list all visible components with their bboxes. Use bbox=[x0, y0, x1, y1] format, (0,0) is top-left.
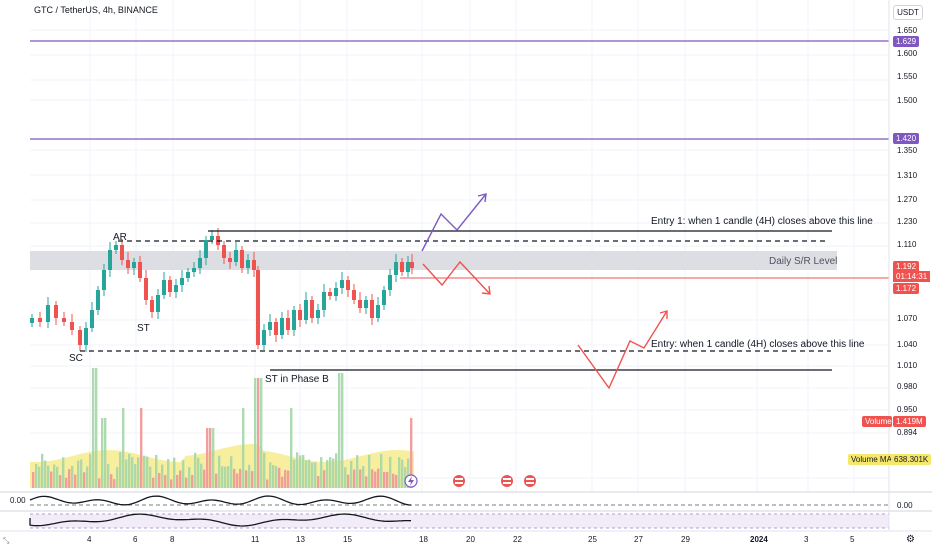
time-tick: 20 bbox=[466, 535, 475, 544]
bullish-arrowhead bbox=[477, 193, 487, 203]
symbol-title[interactable]: GTC / TetherUS, 4h, BINANCE bbox=[34, 5, 158, 15]
event-flag-icon[interactable] bbox=[501, 475, 513, 487]
volume-label: Volume bbox=[862, 416, 892, 427]
price-tick: 1.350 bbox=[897, 146, 918, 155]
time-tick: 5 bbox=[850, 535, 855, 544]
volume-bars bbox=[32, 368, 413, 488]
bearish-arrowhead bbox=[481, 285, 491, 295]
volume-value: 1.419M bbox=[893, 416, 926, 427]
time-tick: 11 bbox=[251, 535, 260, 544]
currency-selector[interactable]: USDT bbox=[893, 5, 923, 20]
recovery-projection-arrow bbox=[577, 310, 668, 390]
time-tick: 4 bbox=[87, 535, 92, 544]
volume-ma-label: Volume MA bbox=[848, 454, 895, 465]
price-tick: 0.980 bbox=[897, 382, 918, 391]
price-tick: 1.550 bbox=[897, 72, 918, 81]
bearish-projection-arrow bbox=[422, 260, 491, 295]
time-tick: 8 bbox=[170, 535, 175, 544]
time-tick: 3 bbox=[804, 535, 809, 544]
price-tick: 1.600 bbox=[897, 49, 918, 58]
price-tick: 1.230 bbox=[897, 217, 918, 226]
bullish-projection-arrow bbox=[421, 193, 487, 252]
event-flag-icon[interactable] bbox=[524, 475, 536, 487]
time-tick: 22 bbox=[513, 535, 522, 544]
time-tick: 6 bbox=[133, 535, 138, 544]
oscillator-band bbox=[30, 514, 889, 528]
price-tick: 1.010 bbox=[897, 361, 918, 370]
oscillator-legend-value: 0.00 bbox=[10, 496, 26, 505]
time-tick: 29 bbox=[681, 535, 690, 544]
event-flag-icon[interactable] bbox=[453, 475, 465, 487]
bar-countdown: 01:14:31 bbox=[893, 271, 931, 282]
price-tick: 1.070 bbox=[897, 314, 918, 323]
label-daily-sr[interactable]: Daily S/R Level bbox=[769, 256, 838, 267]
price-tag-1629: 1.629 bbox=[893, 36, 920, 47]
price-tick: 1.650 bbox=[897, 26, 918, 35]
time-tick: 27 bbox=[634, 535, 643, 544]
time-tick: 2024 bbox=[750, 535, 768, 544]
price-tick: 0.894 bbox=[897, 428, 918, 437]
current-price-tag: 1.192 bbox=[893, 261, 920, 272]
time-tick: 13 bbox=[296, 535, 305, 544]
oscillator-axis-value: 0.00 bbox=[897, 501, 913, 510]
volume-ma-value: 638.301K bbox=[891, 454, 932, 465]
label-entry2[interactable]: Entry: when 1 candle (4H) closes above t… bbox=[651, 339, 865, 350]
label-st[interactable]: ST bbox=[137, 323, 150, 334]
price-tick: 1.110 bbox=[897, 240, 917, 249]
label-entry1[interactable]: Entry 1: when 1 candle (4H) closes above… bbox=[651, 216, 873, 227]
flash-event-icon[interactable] bbox=[404, 474, 418, 488]
settings-icon[interactable]: ⚙ bbox=[906, 534, 915, 545]
price-tag-1420: 1.420 bbox=[893, 133, 920, 144]
price-tick: 0.950 bbox=[897, 405, 918, 414]
price-tick: 1.040 bbox=[897, 340, 918, 349]
oscillator-line-2 bbox=[29, 513, 412, 527]
label-sc[interactable]: SC bbox=[69, 353, 83, 364]
label-ar[interactable]: AR bbox=[113, 232, 127, 243]
recovery-arrowhead bbox=[659, 310, 668, 319]
price-tick: 1.270 bbox=[897, 195, 918, 204]
label-st-phase-b[interactable]: ST in Phase B bbox=[265, 374, 329, 385]
price-tick: 1.310 bbox=[897, 171, 918, 180]
time-tick: 25 bbox=[588, 535, 597, 544]
oscillator-line bbox=[29, 495, 412, 506]
price-tick: 1.500 bbox=[897, 96, 918, 105]
price-tag-1172: 1.172 bbox=[893, 283, 920, 294]
time-tick: 15 bbox=[343, 535, 352, 544]
time-tick: 18 bbox=[419, 535, 428, 544]
zoom-icon[interactable]: ⤡ bbox=[3, 536, 10, 545]
sr-zone bbox=[30, 251, 837, 270]
